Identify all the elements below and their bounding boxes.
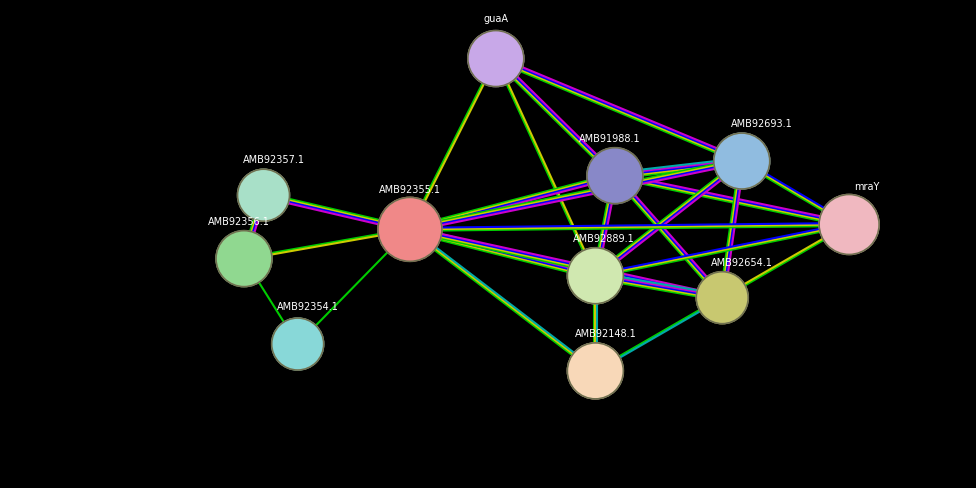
Text: AMB92354.1: AMB92354.1	[277, 302, 339, 312]
Circle shape	[567, 343, 624, 399]
Circle shape	[713, 133, 770, 189]
Circle shape	[468, 31, 524, 86]
Text: AMB92889.1: AMB92889.1	[573, 234, 634, 244]
Circle shape	[567, 248, 624, 304]
Circle shape	[271, 318, 324, 370]
Circle shape	[237, 169, 290, 221]
Text: AMB92148.1: AMB92148.1	[575, 329, 636, 339]
Circle shape	[587, 148, 643, 203]
Circle shape	[378, 197, 442, 262]
Text: guaA: guaA	[483, 14, 508, 23]
Text: mraY: mraY	[854, 183, 879, 192]
Circle shape	[696, 272, 749, 324]
Text: AMB92355.1: AMB92355.1	[379, 185, 441, 195]
Circle shape	[216, 231, 272, 286]
Text: AMB92356.1: AMB92356.1	[208, 217, 270, 226]
Text: AMB92693.1: AMB92693.1	[731, 119, 793, 129]
Circle shape	[819, 195, 879, 254]
Text: AMB92654.1: AMB92654.1	[712, 258, 773, 268]
Text: AMB92357.1: AMB92357.1	[242, 155, 305, 165]
Text: AMB91988.1: AMB91988.1	[579, 134, 640, 143]
